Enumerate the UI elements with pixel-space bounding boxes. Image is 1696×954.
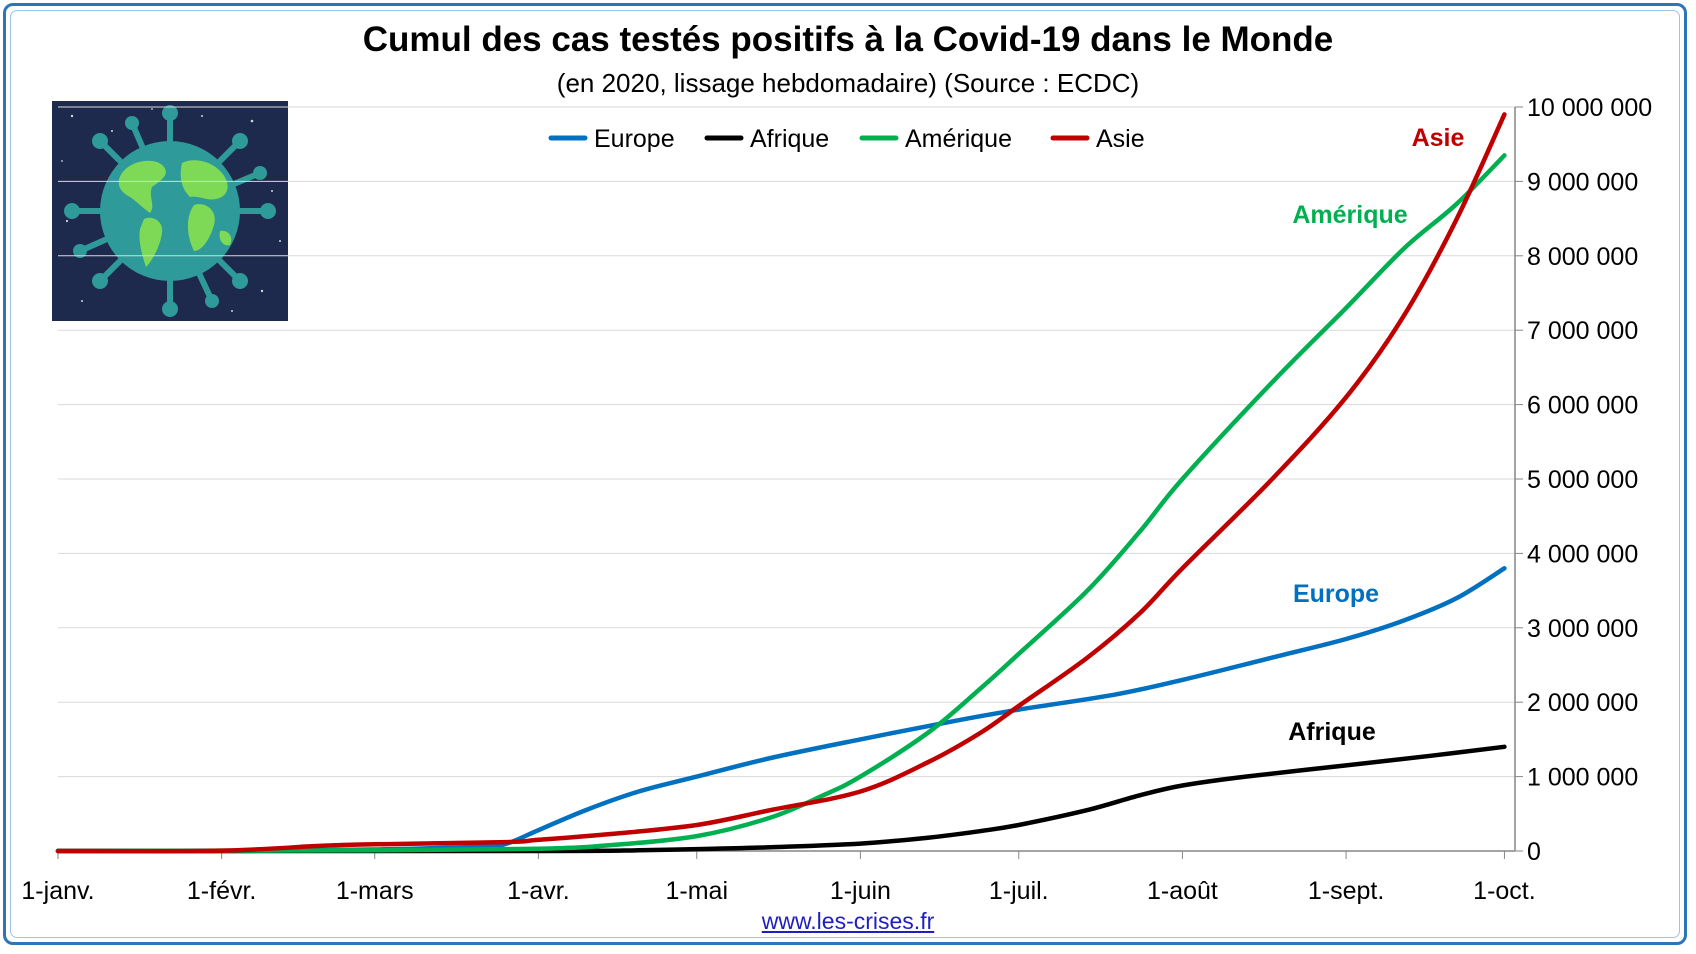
- globe-virus-icon: [52, 101, 288, 321]
- source-link[interactable]: www.les-crises.fr: [761, 908, 935, 934]
- chart-subtitle: (en 2020, lissage hebdomadaire) (Source …: [556, 68, 1140, 98]
- chart-frame-inner: [10, 10, 1680, 938]
- chart-title: Cumul des cas testés positifs à la Covid…: [362, 20, 1334, 59]
